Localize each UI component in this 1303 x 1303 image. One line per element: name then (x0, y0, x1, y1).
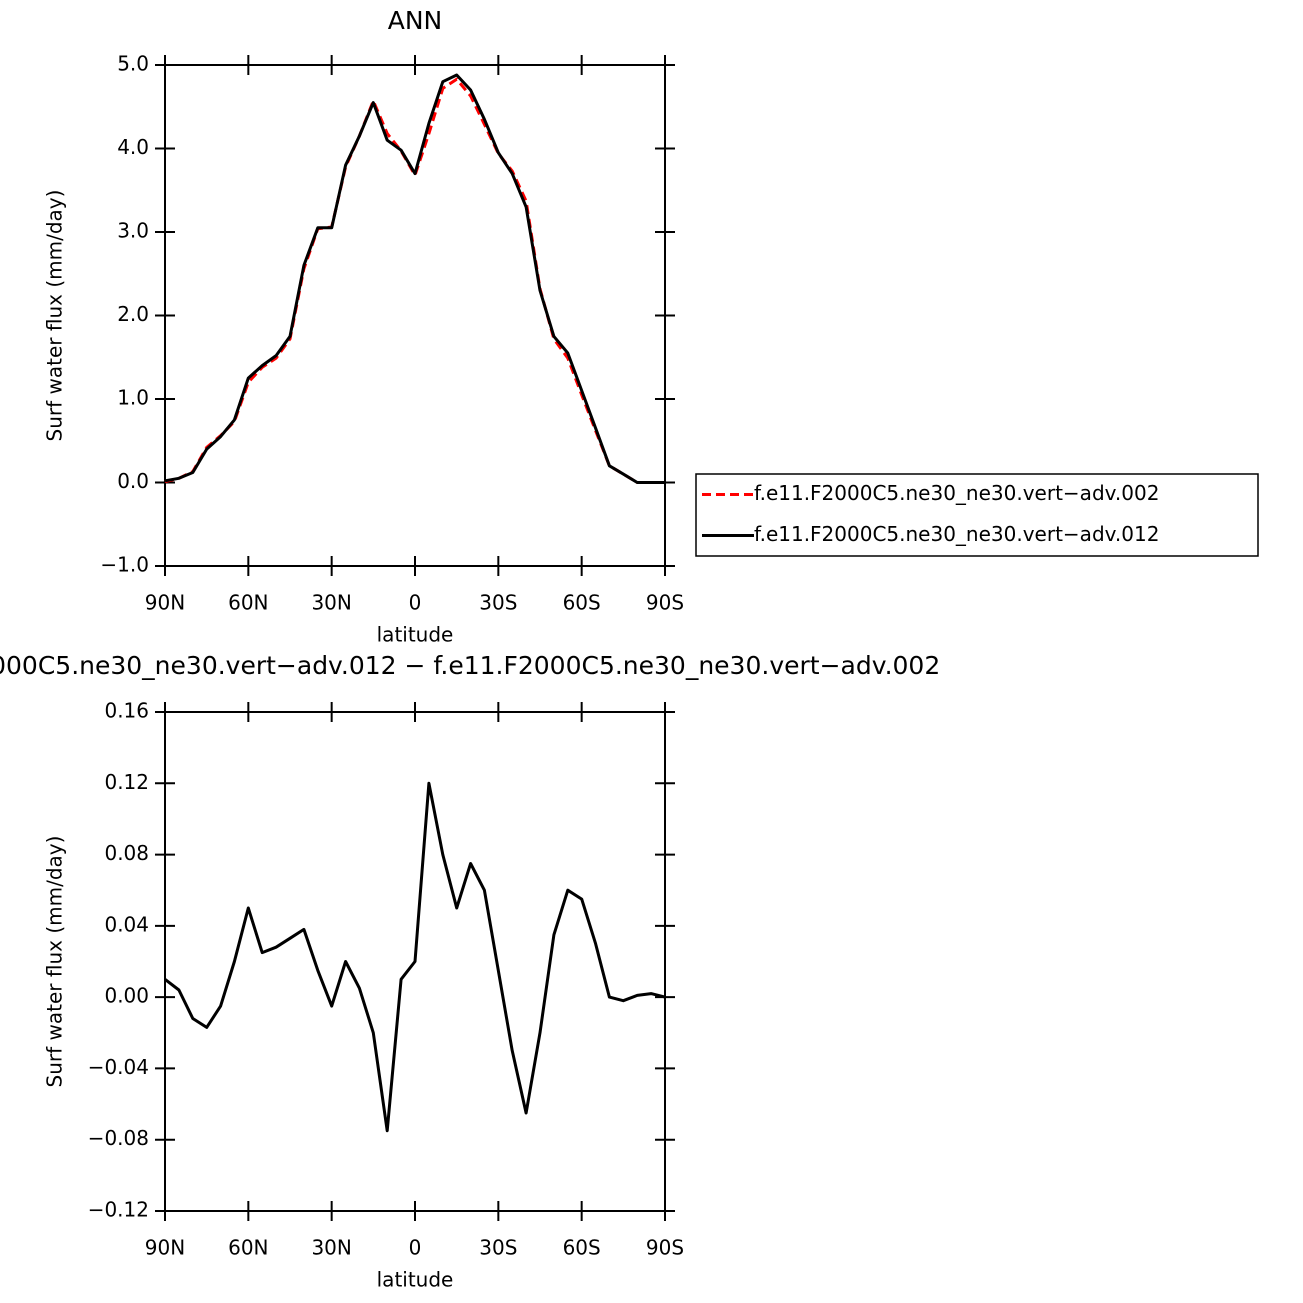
x-tick-label: 30N (311, 591, 351, 615)
x-axis-label: latitude (377, 1268, 454, 1292)
y-tick-label: 3.0 (117, 219, 149, 243)
x-tick-label: 30S (479, 1236, 517, 1260)
data-line (164, 73, 665, 484)
x-axis-label: latitude (377, 623, 454, 647)
chart-title: f.e11.F2000C5.ne30_ne30.vert−adv.012 − f… (0, 651, 940, 680)
legend-label: f.e11.F2000C5.ne30_ne30.vert−adv.002 (754, 481, 1159, 505)
y-tick-label: −0.12 (88, 1198, 149, 1222)
legend-box (695, 473, 1259, 557)
data-line (164, 781, 666, 1133)
chart-title: ANN (388, 6, 443, 35)
x-tick-label: 30S (479, 591, 517, 615)
y-axis-label: Surf water flux (mm/day) (43, 190, 67, 442)
plot-frame (164, 64, 666, 567)
x-tick-label: 60S (563, 1236, 601, 1260)
x-tick-label: 30N (311, 1236, 351, 1260)
y-tick-label: 0.08 (104, 841, 149, 865)
y-tick-label: 2.0 (117, 302, 149, 326)
y-tick-label: −1.0 (100, 553, 149, 577)
x-tick-label: 60S (563, 591, 601, 615)
legend-label: f.e11.F2000C5.ne30_ne30.vert−adv.012 (754, 522, 1159, 546)
y-tick-label: 0.16 (104, 699, 149, 723)
x-tick-label: 90N (145, 1236, 185, 1260)
x-tick-label: 90S (646, 1236, 684, 1260)
x-tick-label: 90N (145, 591, 185, 615)
x-tick-label: 60N (228, 591, 268, 615)
y-axis-label: Surf water flux (mm/day) (43, 836, 67, 1088)
y-tick-label: −0.04 (88, 1055, 149, 1079)
y-tick-label: 0.0 (117, 469, 149, 493)
y-tick-label: 0.12 (104, 770, 149, 794)
y-tick-label: −0.08 (88, 1126, 149, 1150)
x-tick-label: 0 (409, 591, 422, 615)
y-tick-label: 4.0 (117, 135, 149, 159)
y-tick-label: 0.04 (104, 912, 149, 936)
y-tick-label: 5.0 (117, 52, 149, 76)
y-tick-label: 0.00 (104, 984, 149, 1008)
x-tick-label: 0 (409, 1236, 422, 1260)
data-line (164, 77, 665, 484)
x-tick-label: 90S (646, 591, 684, 615)
y-tick-label: 1.0 (117, 386, 149, 410)
x-tick-label: 60N (228, 1236, 268, 1260)
